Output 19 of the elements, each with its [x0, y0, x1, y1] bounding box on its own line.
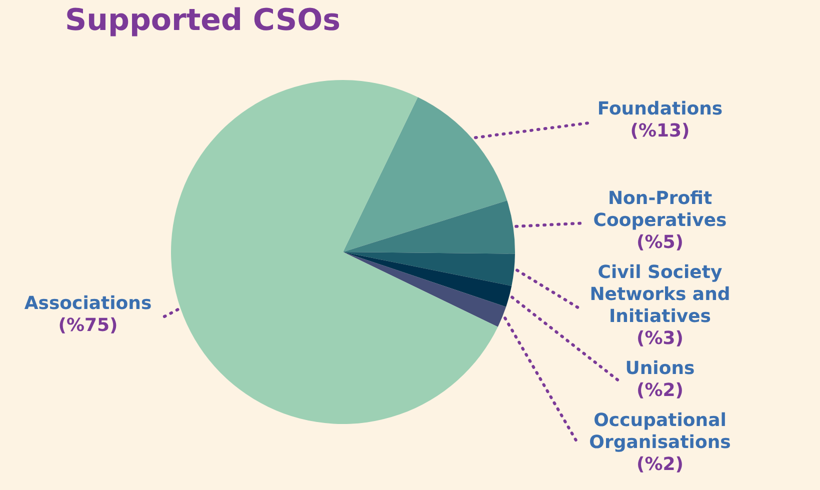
pie-slice [343, 252, 506, 327]
slice-label: Civil Society Networks and Initiatives [590, 262, 730, 328]
chart-title: Supported CSOs [65, 3, 340, 38]
data-label: (%3) [636, 328, 684, 350]
slice-label: Foundations [597, 98, 723, 120]
slice-label: Non-Profit Cooperatives [593, 188, 727, 232]
pie-slice [343, 200, 515, 254]
data-label: (%2) [636, 380, 684, 402]
data-label: (%75) [58, 315, 118, 336]
slice-label: Occupational Organisations [589, 410, 731, 454]
pie-slice [343, 252, 512, 307]
pie-slice [343, 252, 515, 286]
data-label: (%5) [636, 232, 684, 254]
pie-slice [171, 80, 498, 424]
slice-label: Unions [625, 358, 695, 380]
data-label: (%13) [630, 120, 690, 142]
slice-label: Associations [24, 293, 152, 314]
data-label: (%2) [636, 454, 684, 476]
pie-slice [343, 97, 508, 252]
